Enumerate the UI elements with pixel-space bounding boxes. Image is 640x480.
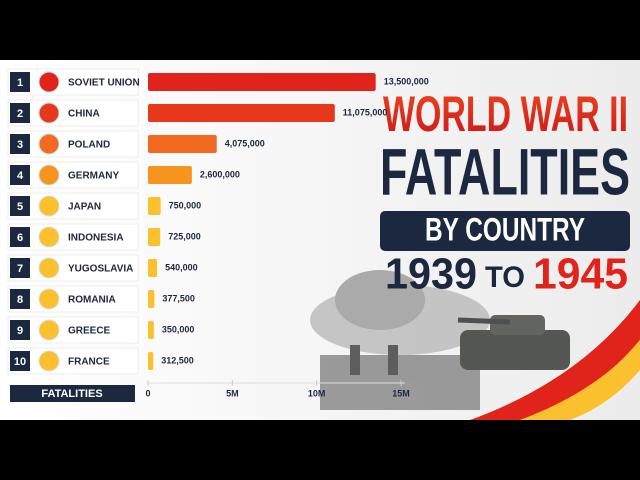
category-label: JAPAN	[68, 202, 101, 213]
category-label: GERMANY	[68, 171, 119, 182]
x-label-box	[10, 385, 135, 402]
flag	[38, 226, 60, 248]
value-label: 4,075,000	[225, 138, 265, 148]
rank-box	[10, 103, 30, 123]
rank: 4	[17, 170, 24, 182]
bar	[148, 104, 335, 122]
category-label: GREECE	[68, 326, 111, 337]
rank: 9	[17, 325, 23, 337]
flag	[38, 133, 60, 155]
flag	[38, 164, 60, 186]
bar	[148, 73, 376, 91]
value-label: 750,000	[169, 200, 202, 210]
title-line: FATALITIES	[380, 134, 630, 208]
rank-box	[10, 72, 30, 92]
bar	[148, 166, 192, 184]
rank-box	[10, 134, 30, 154]
category-label: YUGOSLAVIA	[68, 264, 133, 275]
rank: 10	[14, 356, 26, 368]
rank: 1	[17, 77, 23, 89]
title-line: BY COUNTRY	[425, 211, 585, 247]
rank: 6	[17, 232, 23, 244]
bar	[148, 197, 161, 215]
value-label: 312,500	[161, 355, 194, 365]
category-label: INDONESIA	[68, 233, 124, 244]
x-tick-label: 5M	[226, 388, 239, 398]
value-label: 2,600,000	[200, 169, 240, 179]
category-label: SOVIET UNION	[68, 78, 140, 89]
x-axis-label: FATALITIES	[41, 388, 102, 400]
x-tick-label: 10M	[308, 388, 326, 398]
x-tick-label: 15M	[392, 388, 410, 398]
value-label: 377,500	[162, 293, 195, 303]
banner	[380, 211, 630, 251]
category-label: POLAND	[68, 140, 110, 151]
flag	[38, 319, 60, 341]
rank: 8	[17, 294, 23, 306]
flag	[38, 257, 60, 279]
period-connector: TO	[485, 261, 525, 294]
flag	[38, 102, 60, 124]
x-tick-label: 0	[145, 388, 150, 398]
period-start: 1939	[385, 250, 477, 299]
rank: 2	[17, 108, 23, 120]
rank: 3	[17, 139, 23, 151]
bar	[148, 321, 154, 339]
category-label: FRANCE	[68, 357, 110, 368]
value-label: 13,500,000	[384, 76, 429, 86]
flag	[38, 350, 60, 372]
period-end: 1945	[533, 250, 628, 299]
value-label: 540,000	[165, 262, 198, 272]
value-label: 11,075,000	[343, 107, 388, 117]
category-label: ROMANIA	[68, 295, 116, 306]
bar	[148, 259, 158, 277]
rank-box	[10, 165, 30, 185]
value-label: 350,000	[162, 324, 195, 334]
category-label: CHINA	[68, 109, 100, 120]
rank: 5	[17, 201, 23, 213]
title-line: WORLD WAR II	[383, 86, 628, 142]
swoosh-red	[470, 300, 640, 420]
value-label: 725,000	[168, 231, 201, 241]
rank-box	[10, 351, 30, 371]
rank-box	[10, 196, 30, 216]
swoosh-yellow	[520, 340, 640, 420]
bar	[148, 352, 154, 370]
flag	[38, 288, 60, 310]
rank-box	[10, 227, 30, 247]
flag	[38, 195, 60, 217]
rank-box	[10, 320, 30, 340]
flag	[38, 71, 60, 93]
bar	[148, 228, 161, 246]
bar	[148, 290, 155, 308]
scenery	[310, 270, 570, 410]
bar	[148, 135, 217, 153]
rank: 7	[17, 263, 23, 275]
rank-box	[10, 289, 30, 309]
rank-box	[10, 258, 30, 278]
